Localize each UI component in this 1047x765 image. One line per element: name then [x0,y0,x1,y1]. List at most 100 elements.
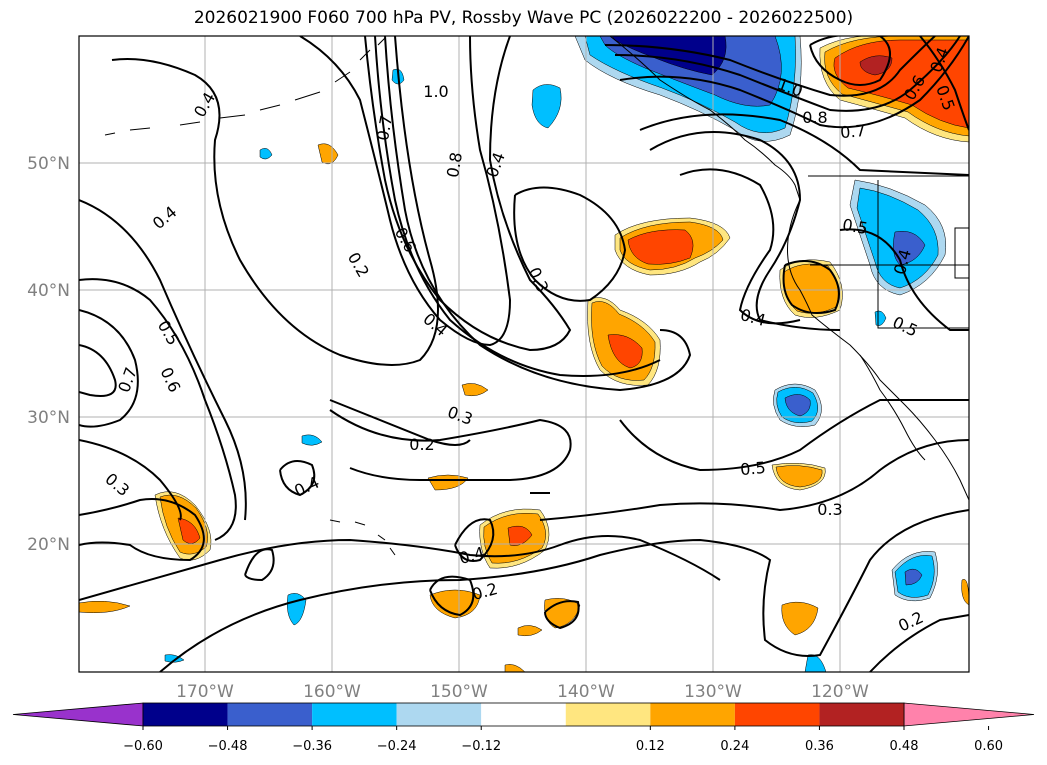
contour-line [619,399,969,472]
shade-pos-orange-s4 [461,383,489,397]
colorbar-segment [565,703,651,726]
contour-line [839,228,969,331]
colorbar-tick-label: −0.24 [377,739,417,754]
colorbar-tick-label: −0.12 [461,739,501,754]
shade-neg-blue-se [904,568,923,586]
coastline-baja [859,354,926,461]
shade-pos-orange-s1 [317,143,339,165]
contour-line [544,600,580,630]
longitude-label: 160°W [303,682,361,702]
contour-label: 0.8 [443,151,466,179]
contour-line [619,36,969,129]
contour-line [79,439,182,521]
contour-label: 0.5 [841,215,869,238]
contour-line [782,260,840,315]
contour-line [329,399,471,446]
shade-pos-orange-s9 [961,579,969,606]
shade-pos-orange-c3 [775,465,823,488]
shade-pos-orange-s8 [79,600,131,613]
contour-line [244,548,275,582]
contour-line [869,614,969,672]
colorbar-tick-label: 0.36 [805,739,834,754]
shade-pos-red-w [177,517,201,544]
contour-label: 0.5 [739,458,766,479]
colorbar-segment [734,703,820,726]
contour-line [454,518,495,562]
shade-neg-cyan-g [164,654,185,663]
colorbar-tick-label: 0.12 [636,739,665,754]
colorbar-tick-label: −0.60 [123,739,163,754]
longitude-label: 130°W [684,682,742,702]
contour-label: 0.8 [802,108,827,127]
shade-pos-red-c4 [507,525,533,546]
border-states [810,180,969,329]
shade-neg-blue-baja [784,394,811,417]
longitude-label: 120°W [811,682,869,702]
latitude-label: 40°N [27,281,70,301]
shade-pos-red-c1 [627,229,694,265]
contour-line [329,409,572,482]
contour-line [79,498,205,562]
longitude-label: 140°W [557,682,615,702]
shade-pos-orange-s7 [517,625,543,637]
colorbar-segment [650,703,735,726]
contour-line [604,36,936,97]
contour-line [374,36,661,377]
colorbar-segment [312,703,397,726]
longitude-label: 170°W [176,682,234,702]
latitude-labels: 50°N 40°N 30°N 20°N [27,154,70,555]
colorbar-tick-label: 0.48 [890,739,919,754]
contour-line [279,460,316,497]
contour-line [679,168,801,325]
contour-line [513,186,627,302]
colorbar-segment [396,703,482,726]
coastline-aleutians [104,37,386,136]
colorbar-tick-label: 0.60 [974,739,1003,754]
contour-line [79,344,117,397]
contour-line [919,36,969,131]
map-title: 2026021900 F060 700 hPa PV, Rossby Wave … [193,8,854,28]
colorbar-extend-high [903,702,1035,727]
colorbar: −0.60 −0.48 −0.36 −0.24 −0.12 0.12 0.24 0.36 0.4… [12,702,1035,754]
contour-line [159,509,969,672]
colorbar-segment [143,703,228,726]
shade-pos-orange-s10 [504,664,526,672]
shade-neg-cyan-f [804,654,827,672]
shade-neg-cyan-a [531,84,562,129]
shade-pos-darkred-ne [859,55,893,76]
contour-line [299,36,512,347]
contour-label: 0.7 [373,114,396,142]
shade-pos-orange-s2 [427,474,469,491]
contour-label: 0.2 [409,435,434,454]
colorbar-tick-label: −0.36 [292,739,332,754]
colorbar-tick-label: 0.24 [720,739,749,754]
contour-line [79,199,247,521]
coastline-alaska-bc [609,36,801,201]
shade-neg-cyan-c [259,148,273,160]
contour-line [384,36,692,392]
contour-line [79,278,237,541]
plot-area [79,36,969,672]
coastline-hawaii [329,519,396,556]
latitude-label: 50°N [27,154,70,174]
longitude-labels: 170°W 160°W 150°W 140°W 130°W 120°W [176,682,869,702]
contour-label: 1.0 [423,82,448,101]
contour-label: 0.3 [817,500,842,519]
contour-line [111,36,439,366]
contour-line [79,309,139,428]
shade-neg-cyan-e [301,434,323,446]
latitude-label: 20°N [27,535,70,555]
contour-line [79,535,721,601]
longitude-label: 150°W [430,682,488,702]
contour-label: 0.7 [839,121,866,142]
grid-lines [79,36,969,672]
shaded-anomalies [79,36,969,672]
colorbar-segment [819,703,904,726]
coastline-west-coast [787,199,969,501]
colorbar-segment [481,703,566,726]
contour-line [364,36,572,352]
pv-contours [79,36,969,672]
contour-line [639,113,969,176]
colorbar-segment [227,703,313,726]
